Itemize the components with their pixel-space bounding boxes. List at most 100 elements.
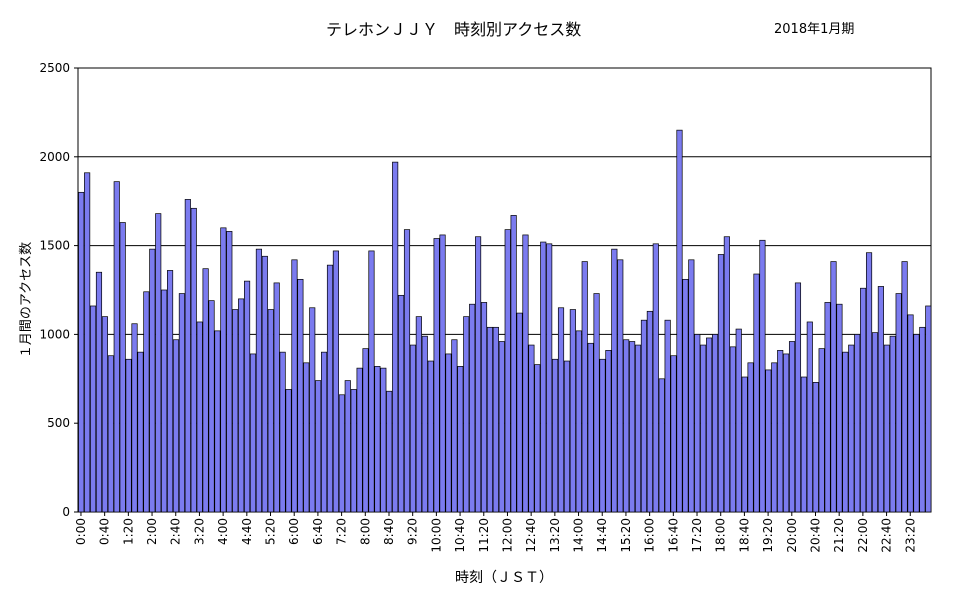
x-tick-label: 4:40: [240, 518, 254, 545]
bar: [279, 351, 286, 513]
bar: [528, 344, 535, 513]
bar: [640, 319, 648, 513]
bar: [374, 366, 381, 513]
bar: [623, 339, 630, 513]
bar: [907, 314, 914, 513]
bar: [433, 238, 440, 513]
bar: [546, 243, 553, 513]
bar: [552, 358, 559, 513]
x-tick-label: 17:20: [690, 518, 704, 553]
bar: [119, 222, 126, 513]
bar: [824, 302, 831, 513]
bar: [101, 316, 108, 513]
bar: [854, 334, 861, 513]
x-axis-ticks: 0:00 0:40 1:20 2:00 2:40 3:20 4:00 4:40 5:20 6:00…: [74, 512, 917, 553]
bar: [249, 353, 257, 513]
bar: [735, 328, 742, 513]
bar: [865, 252, 873, 513]
x-tick-label: 4:00: [216, 518, 230, 545]
bar: [95, 271, 103, 513]
x-tick-label: 2:40: [169, 518, 183, 545]
bar: [350, 389, 357, 513]
y-tick-label: 2500: [39, 61, 70, 75]
bar: [759, 239, 766, 513]
x-tick-label: 22:40: [880, 518, 894, 553]
x-tick-label: 22:00: [856, 518, 870, 553]
bar: [457, 366, 464, 513]
x-tick-label: 12:00: [500, 518, 514, 553]
bar: [723, 236, 730, 513]
bar: [901, 261, 908, 513]
bar: [581, 261, 588, 513]
bar: [717, 254, 725, 513]
bar: [244, 280, 251, 513]
bar: [498, 341, 505, 513]
bar: [486, 326, 494, 513]
x-tick-label: 15:20: [619, 518, 633, 553]
bar: [676, 129, 683, 513]
bar: [634, 344, 642, 513]
bar: [563, 360, 571, 513]
x-tick-label: 7:20: [335, 518, 349, 545]
bar: [516, 312, 523, 513]
bar: [617, 259, 624, 513]
bar: [741, 376, 748, 513]
bar: [214, 330, 221, 513]
bar: [332, 250, 339, 513]
bar: [480, 302, 488, 513]
bar: [149, 248, 156, 513]
bar: [84, 172, 91, 513]
y-tick-label: 500: [47, 416, 70, 430]
bar: [806, 321, 813, 513]
bar: [356, 367, 363, 513]
bar: [670, 355, 677, 513]
bar: [463, 316, 470, 513]
bar: [913, 334, 920, 513]
bar: [107, 355, 114, 513]
x-tick-label: 6:40: [311, 518, 325, 545]
bar: [362, 348, 369, 513]
x-tick-label: 13:20: [548, 518, 562, 553]
bar: [297, 278, 304, 513]
x-tick-label: 14:40: [595, 518, 609, 553]
bar: [800, 376, 807, 513]
bar: [753, 273, 760, 513]
x-tick-label: 9:20: [406, 518, 420, 545]
bar: [409, 344, 416, 513]
x-tick-label: 16:40: [666, 518, 680, 553]
bar: [315, 380, 322, 513]
x-tick-label: 1:20: [121, 518, 135, 545]
x-tick-label: 12:40: [524, 518, 538, 553]
bar: [842, 351, 849, 513]
bar: [368, 250, 375, 513]
bar: [326, 264, 334, 513]
bar: [629, 341, 636, 513]
bar: [125, 358, 132, 513]
bar: [439, 234, 446, 513]
y-tick-label: 1000: [39, 327, 70, 341]
x-tick-label: 20:40: [808, 518, 822, 553]
bar: [309, 307, 316, 513]
bar: [344, 380, 351, 513]
bar: [925, 305, 932, 513]
bar: [895, 293, 902, 513]
bar: [700, 344, 707, 513]
bar: [919, 326, 926, 513]
bar: [232, 309, 239, 513]
x-tick-label: 0:00: [74, 518, 88, 545]
bar: [611, 248, 618, 513]
bar: [338, 394, 345, 513]
bar: [303, 362, 310, 513]
bar: [184, 199, 191, 513]
bar: [783, 353, 790, 513]
bar: [706, 337, 713, 513]
bar: [238, 298, 245, 513]
bars: [78, 129, 932, 513]
x-tick-label: 20:00: [785, 518, 799, 553]
bar: [386, 390, 393, 513]
bar: [812, 382, 819, 513]
bar: [415, 316, 422, 513]
x-tick-label: 16:00: [643, 518, 657, 553]
bar: [492, 326, 499, 513]
